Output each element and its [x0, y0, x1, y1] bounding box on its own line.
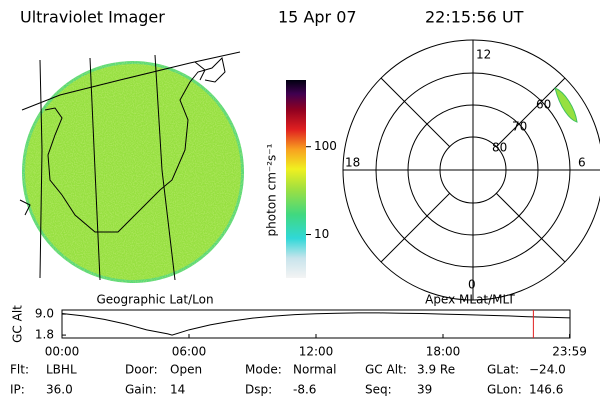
polar-grid [342, 39, 600, 301]
y-tick-label: 9.0 [35, 307, 54, 321]
x-tick-label: 23:59 [552, 345, 587, 359]
field-label: GLat: [487, 363, 519, 377]
colorbar-tick-label: 10 [314, 227, 329, 241]
field-label: IP: [10, 383, 25, 397]
field-label: Door: [125, 363, 158, 377]
instrument: Ultraviolet Imager [20, 8, 165, 27]
date: 15 Apr 07 [278, 8, 357, 27]
field-value: 14 [170, 383, 185, 397]
field-value: 3.9 Re [417, 363, 455, 377]
colorbar [286, 80, 306, 278]
y-tick-label: 1.8 [35, 328, 54, 342]
field-value: 36.0 [46, 383, 73, 397]
mlt-label: 6 [578, 156, 586, 170]
field-label: Gain: [125, 383, 157, 397]
field-label: Mode: [245, 363, 282, 377]
field-label: GLon: [487, 383, 522, 397]
colorbar-tick-label: 100 [314, 139, 337, 153]
field-label: Seq: [365, 383, 392, 397]
x-tick-label: 12:00 [299, 345, 334, 359]
field-value: −24.0 [529, 363, 566, 377]
lat-label: 70 [512, 120, 527, 134]
time: 22:15:56 UT [425, 8, 524, 27]
field-label: GC Alt: [365, 363, 407, 377]
field-value: 146.6 [529, 383, 563, 397]
field-value: -8.6 [293, 383, 316, 397]
field-value: LBHL [46, 363, 77, 377]
field-value: Normal [293, 363, 336, 377]
field-label: Flt: [10, 363, 29, 377]
colorbar-label: photon cm⁻²s⁻¹ [265, 143, 279, 236]
panel-label: Geographic Lat/Lon [96, 293, 213, 307]
field-value: Open [170, 363, 202, 377]
field-value: 39 [417, 383, 432, 397]
mlt-label: 18 [345, 156, 360, 170]
uv-image [19, 51, 244, 283]
altitude-curve [61, 312, 571, 336]
mlt-label: 12 [476, 48, 491, 62]
lat-label: 80 [492, 141, 507, 155]
x-tick-label: 00:00 [45, 345, 80, 359]
field-label: Dsp: [245, 383, 272, 397]
lat-label: 60 [536, 98, 551, 112]
alt-ylabel: GC Alt [11, 305, 25, 343]
x-tick-label: 18:00 [426, 345, 461, 359]
mlt-label: 0 [468, 278, 476, 292]
x-tick-label: 06:00 [172, 345, 207, 359]
panel-label: Apex MLat/MLT [425, 293, 515, 307]
